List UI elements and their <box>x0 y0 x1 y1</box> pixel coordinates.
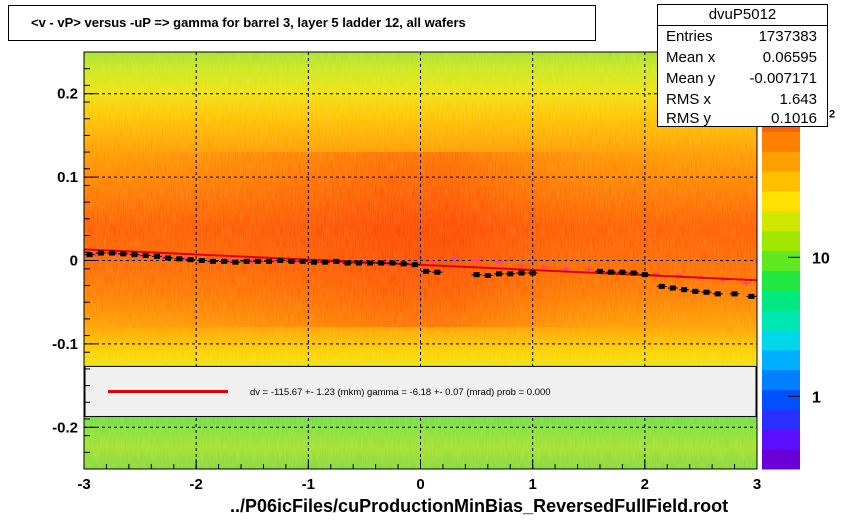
chart-title-box: <v - vP> versus -uP => gamma for barrel … <box>8 5 596 41</box>
x-tick-label: 2 <box>641 476 649 493</box>
stats-row: Mean x 0.06595 <box>666 47 817 68</box>
x-tick-label: 1 <box>528 476 536 493</box>
colorbar-segment <box>762 429 800 450</box>
chart-title: <v - vP> versus -uP => gamma for barrel … <box>31 15 466 30</box>
y-tick-label: 0 <box>70 253 78 270</box>
x-tick-label: 3 <box>753 476 761 493</box>
colorbar-segment <box>762 290 800 311</box>
stats-name: dvuP5012 <box>658 5 827 26</box>
stats-value: 0.06595 <box>762 49 817 66</box>
colorbar-segment <box>762 171 800 192</box>
colorbar-segment <box>762 191 800 212</box>
stats-label: Mean x <box>666 49 716 66</box>
stats-box: dvuP5012 Entries 1737383 Mean x 0.06595 … <box>657 4 828 127</box>
colorbar-segment <box>762 409 800 430</box>
colorbar-segment <box>762 230 800 252</box>
colorbar-segment <box>762 151 800 172</box>
y-tick-label: 0.1 <box>57 169 78 186</box>
stats-value: 1737383 <box>758 28 817 45</box>
colorbar-tick-label: 1 <box>812 389 821 406</box>
x-tick-label: -2 <box>189 476 202 493</box>
colorbar-segment <box>762 131 800 152</box>
colorbar-segment <box>762 389 800 410</box>
colorbar-segment <box>762 210 800 232</box>
stats-row: RMS x 1.643 <box>666 89 817 110</box>
x-axis-label: ../P06icFiles/cuProductionMinBias_Revers… <box>230 496 729 516</box>
stats-label: RMS y <box>666 110 711 127</box>
y-tick-label: 0.2 <box>57 86 78 103</box>
stats-row: Mean y -0.007171 <box>666 68 817 89</box>
x-tick-label: -3 <box>77 476 90 493</box>
stats-row: RMS y 0.1016 <box>666 108 817 129</box>
x-tick-label: -1 <box>302 476 315 493</box>
stats-value: -0.007171 <box>749 70 817 87</box>
stats-row: Entries 1737383 <box>666 26 817 47</box>
fit-legend-text: dv = -115.67 +- 1.23 (mkm) gamma = -6.18… <box>250 387 551 398</box>
colorbar-segment <box>762 270 800 291</box>
stats-label: RMS x <box>666 91 711 108</box>
colorbar-segment <box>762 449 800 470</box>
y-tick-label: -0.2 <box>52 419 78 436</box>
y-tick-label: -0.1 <box>52 336 78 353</box>
stats-label: Entries <box>666 28 713 45</box>
stats-value: 1.643 <box>779 91 817 108</box>
stats-value: 0.1016 <box>771 110 817 127</box>
colorbar-segment <box>762 349 800 371</box>
stats-label: Mean y <box>666 70 716 87</box>
colorbar-segment <box>762 369 800 391</box>
colorbar-segment <box>762 250 800 271</box>
colorbar-segment <box>762 330 800 351</box>
colorbar-segment <box>762 310 800 331</box>
x-tick-label: 0 <box>416 476 424 493</box>
colorbar-tick-exponent: 2 <box>829 108 835 120</box>
colorbar-tick-label: 10 <box>812 250 830 267</box>
